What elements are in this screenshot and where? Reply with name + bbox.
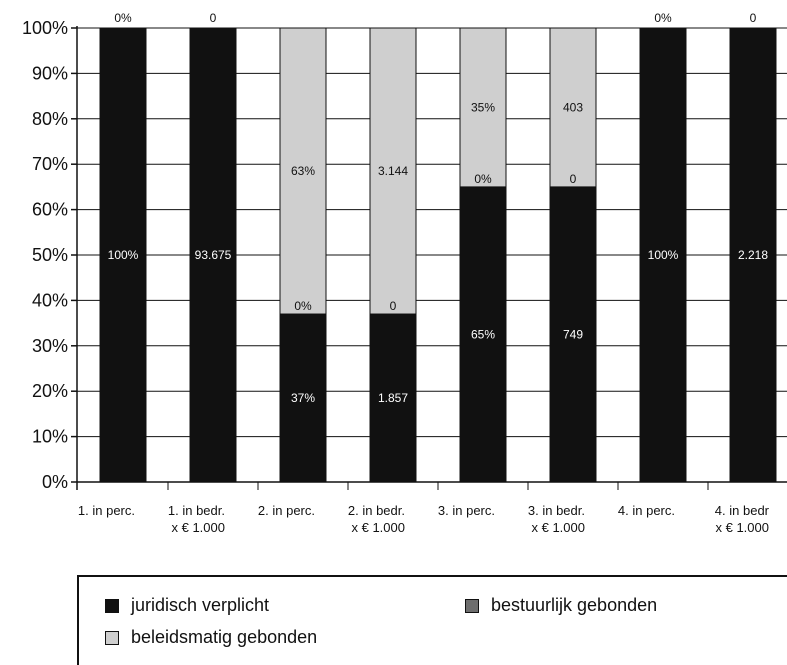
category-label: 3. in perc. [438,503,495,518]
legend-item-juridisch-verplicht: juridisch verplicht [105,595,269,616]
data-label: 0 [390,299,397,313]
labels: 100% 0% 93.675 0 37% 0% 63% 1.857 0 3.144 65% 0% 35%… [78,11,770,535]
y-tick-label: 100% [22,18,68,38]
bar-segment [639,27,687,483]
stacked-bar-chart: 0%10%20%30%40%50%60%70%80%90%100% 100%0%… [22,11,787,535]
data-label: 0 [750,11,757,25]
y-tick-label: 90% [32,63,68,83]
data-label: 0 [570,172,577,186]
category-label: 1. in perc. [78,503,135,518]
data-label: 403 [563,100,583,114]
y-tick-label: 30% [32,336,68,356]
category-label: x € 1.000 [716,520,770,535]
category-label: 4. in perc. [618,503,675,518]
legend-label: bestuurlijk gebonden [491,595,658,615]
data-label: 0% [654,11,672,25]
category-label: 2. in perc. [258,503,315,518]
y-tick-label: 70% [32,154,68,174]
category-label: 2. in bedr. [348,503,405,518]
y-tick-label: 40% [32,290,68,310]
data-label: 63% [291,164,315,178]
legend-item-beleidsmatig-gebonden: beleidsmatig gebonden [105,627,317,648]
data-label: 93.675 [195,248,232,262]
data-label: 0% [294,299,312,313]
axes: 0% 10% 20% 30% 40% 50% 60% 70% 80% 90% 100% [22,18,787,492]
category-label: x € 1.000 [352,520,406,535]
y-tick-label: 10% [32,427,68,447]
category-label: 3. in bedr. [528,503,585,518]
bar-segment [729,27,777,483]
data-label: 2.218 [738,248,768,262]
category-label: x € 1.000 [172,520,226,535]
data-label: 3.144 [378,164,408,178]
category-label: x € 1.000 [532,520,586,535]
y-tick-label: 0% [42,472,68,492]
data-label: 35% [471,100,495,114]
bar-segment [279,313,327,483]
bar-segment [99,27,147,483]
legend-item-bestuurlijk-gebonden: bestuurlijk gebonden [465,595,657,616]
bar-segment [549,186,597,483]
category-label: 4. in bedr [715,503,770,518]
data-label: 749 [563,327,583,341]
bar-segment [369,313,417,483]
bar-segment [369,27,417,315]
category-label: 1. in bedr. [168,503,225,518]
data-label: 1.857 [378,391,408,405]
legend-swatch-icon [105,598,119,613]
legend-label: juridisch verplicht [131,595,270,615]
data-label: 100% [108,248,139,262]
legend: juridisch verplicht bestuurlijk gebonden… [77,575,787,665]
data-label: 0% [114,11,132,25]
bars [99,27,777,483]
data-label: 100% [648,248,679,262]
data-label: 0% [474,172,492,186]
data-label: 37% [291,391,315,405]
data-label: 65% [471,327,495,341]
y-tick-label: 20% [32,381,68,401]
legend-label: beleidsmatig gebonden [131,627,318,647]
y-tick-label: 50% [32,245,68,265]
bar-segment [279,27,327,315]
y-tick-label: 60% [32,200,68,220]
legend-swatch-icon [105,630,119,645]
bar-segment [549,27,597,188]
y-tick-label: 80% [32,109,68,129]
legend-swatch-icon [465,598,479,613]
bar-segment [459,27,507,188]
data-label: 0 [210,11,217,25]
bar-segment [189,27,237,483]
